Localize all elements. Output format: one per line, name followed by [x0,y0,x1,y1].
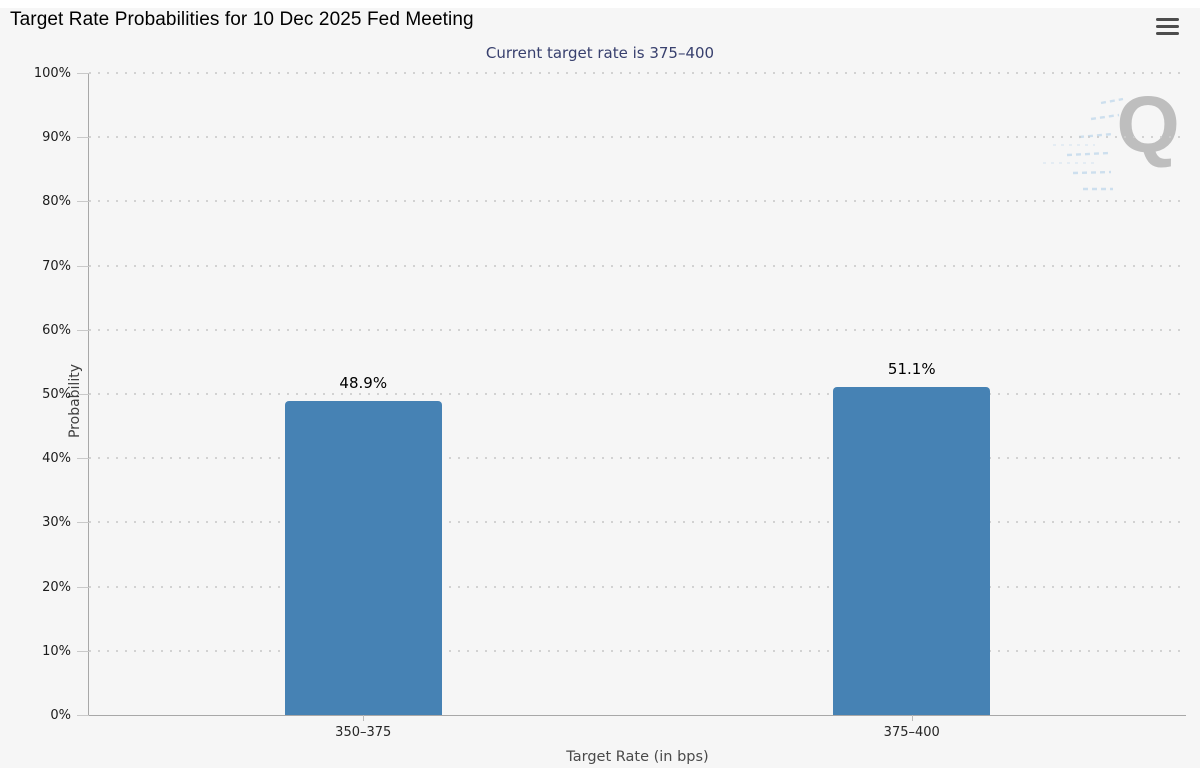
y-tick-label: 60% [42,322,71,338]
bar[interactable] [833,386,991,715]
y-axis-tick [77,329,89,331]
gridline [89,393,1186,395]
y-tick-label: 100% [33,66,71,81]
y-axis-tick [77,265,89,267]
y-axis-tick [77,715,89,716]
bar-value-label: 51.1% [887,359,936,378]
y-tick-label: 50% [42,387,71,402]
y-tick-label: 80% [42,194,71,210]
x-axis-label: Target Rate (in bps) [566,749,709,765]
y-axis-tick [77,650,89,652]
y-tick-label: 30% [42,515,71,531]
y-axis-tick [77,201,89,203]
gridline [89,328,1186,331]
page-title: Target Rate Probabilities for 10 Dec 202… [10,9,474,30]
y-tick-label: 10% [42,643,71,659]
gridline [89,457,1186,460]
x-tick-label: 350–375 [335,725,392,740]
quikstrike-watermark-icon: Q [1039,80,1200,195]
x-tick-label: 375–400 [883,725,940,740]
x-axis-tick [363,715,365,721]
gridline [89,649,1186,652]
y-tick-label: 90% [42,130,71,146]
y-axis-tick [77,394,89,395]
watermark-q-letter: Q [1116,80,1180,169]
gridline [89,72,1186,74]
y-axis-tick [77,522,89,524]
gridline [89,136,1186,139]
gridline [89,264,1186,267]
y-axis-tick [77,458,89,460]
top-strip [0,0,1200,8]
plot-area: Probability Target Rate (in bps) Q 0% 10% [34,67,1186,765]
y-axis-tick [77,73,89,74]
gridline [89,521,1186,524]
hamburger-menu-icon[interactable] [1156,18,1179,35]
bar[interactable] [284,401,442,715]
y-axis-tick [77,137,89,139]
y-tick-label: 20% [42,579,71,595]
y-tick-label: 70% [42,258,71,274]
chart-subtitle: Current target rate is 375–400 [485,44,715,62]
y-tick-label: 40% [42,451,71,467]
y-axis-tick [77,586,89,588]
y-tick-label: 0% [50,708,71,723]
x-axis-tick [911,715,913,721]
gridline [89,200,1186,203]
gridline [89,585,1186,588]
bar-value-label: 48.9% [339,374,388,393]
